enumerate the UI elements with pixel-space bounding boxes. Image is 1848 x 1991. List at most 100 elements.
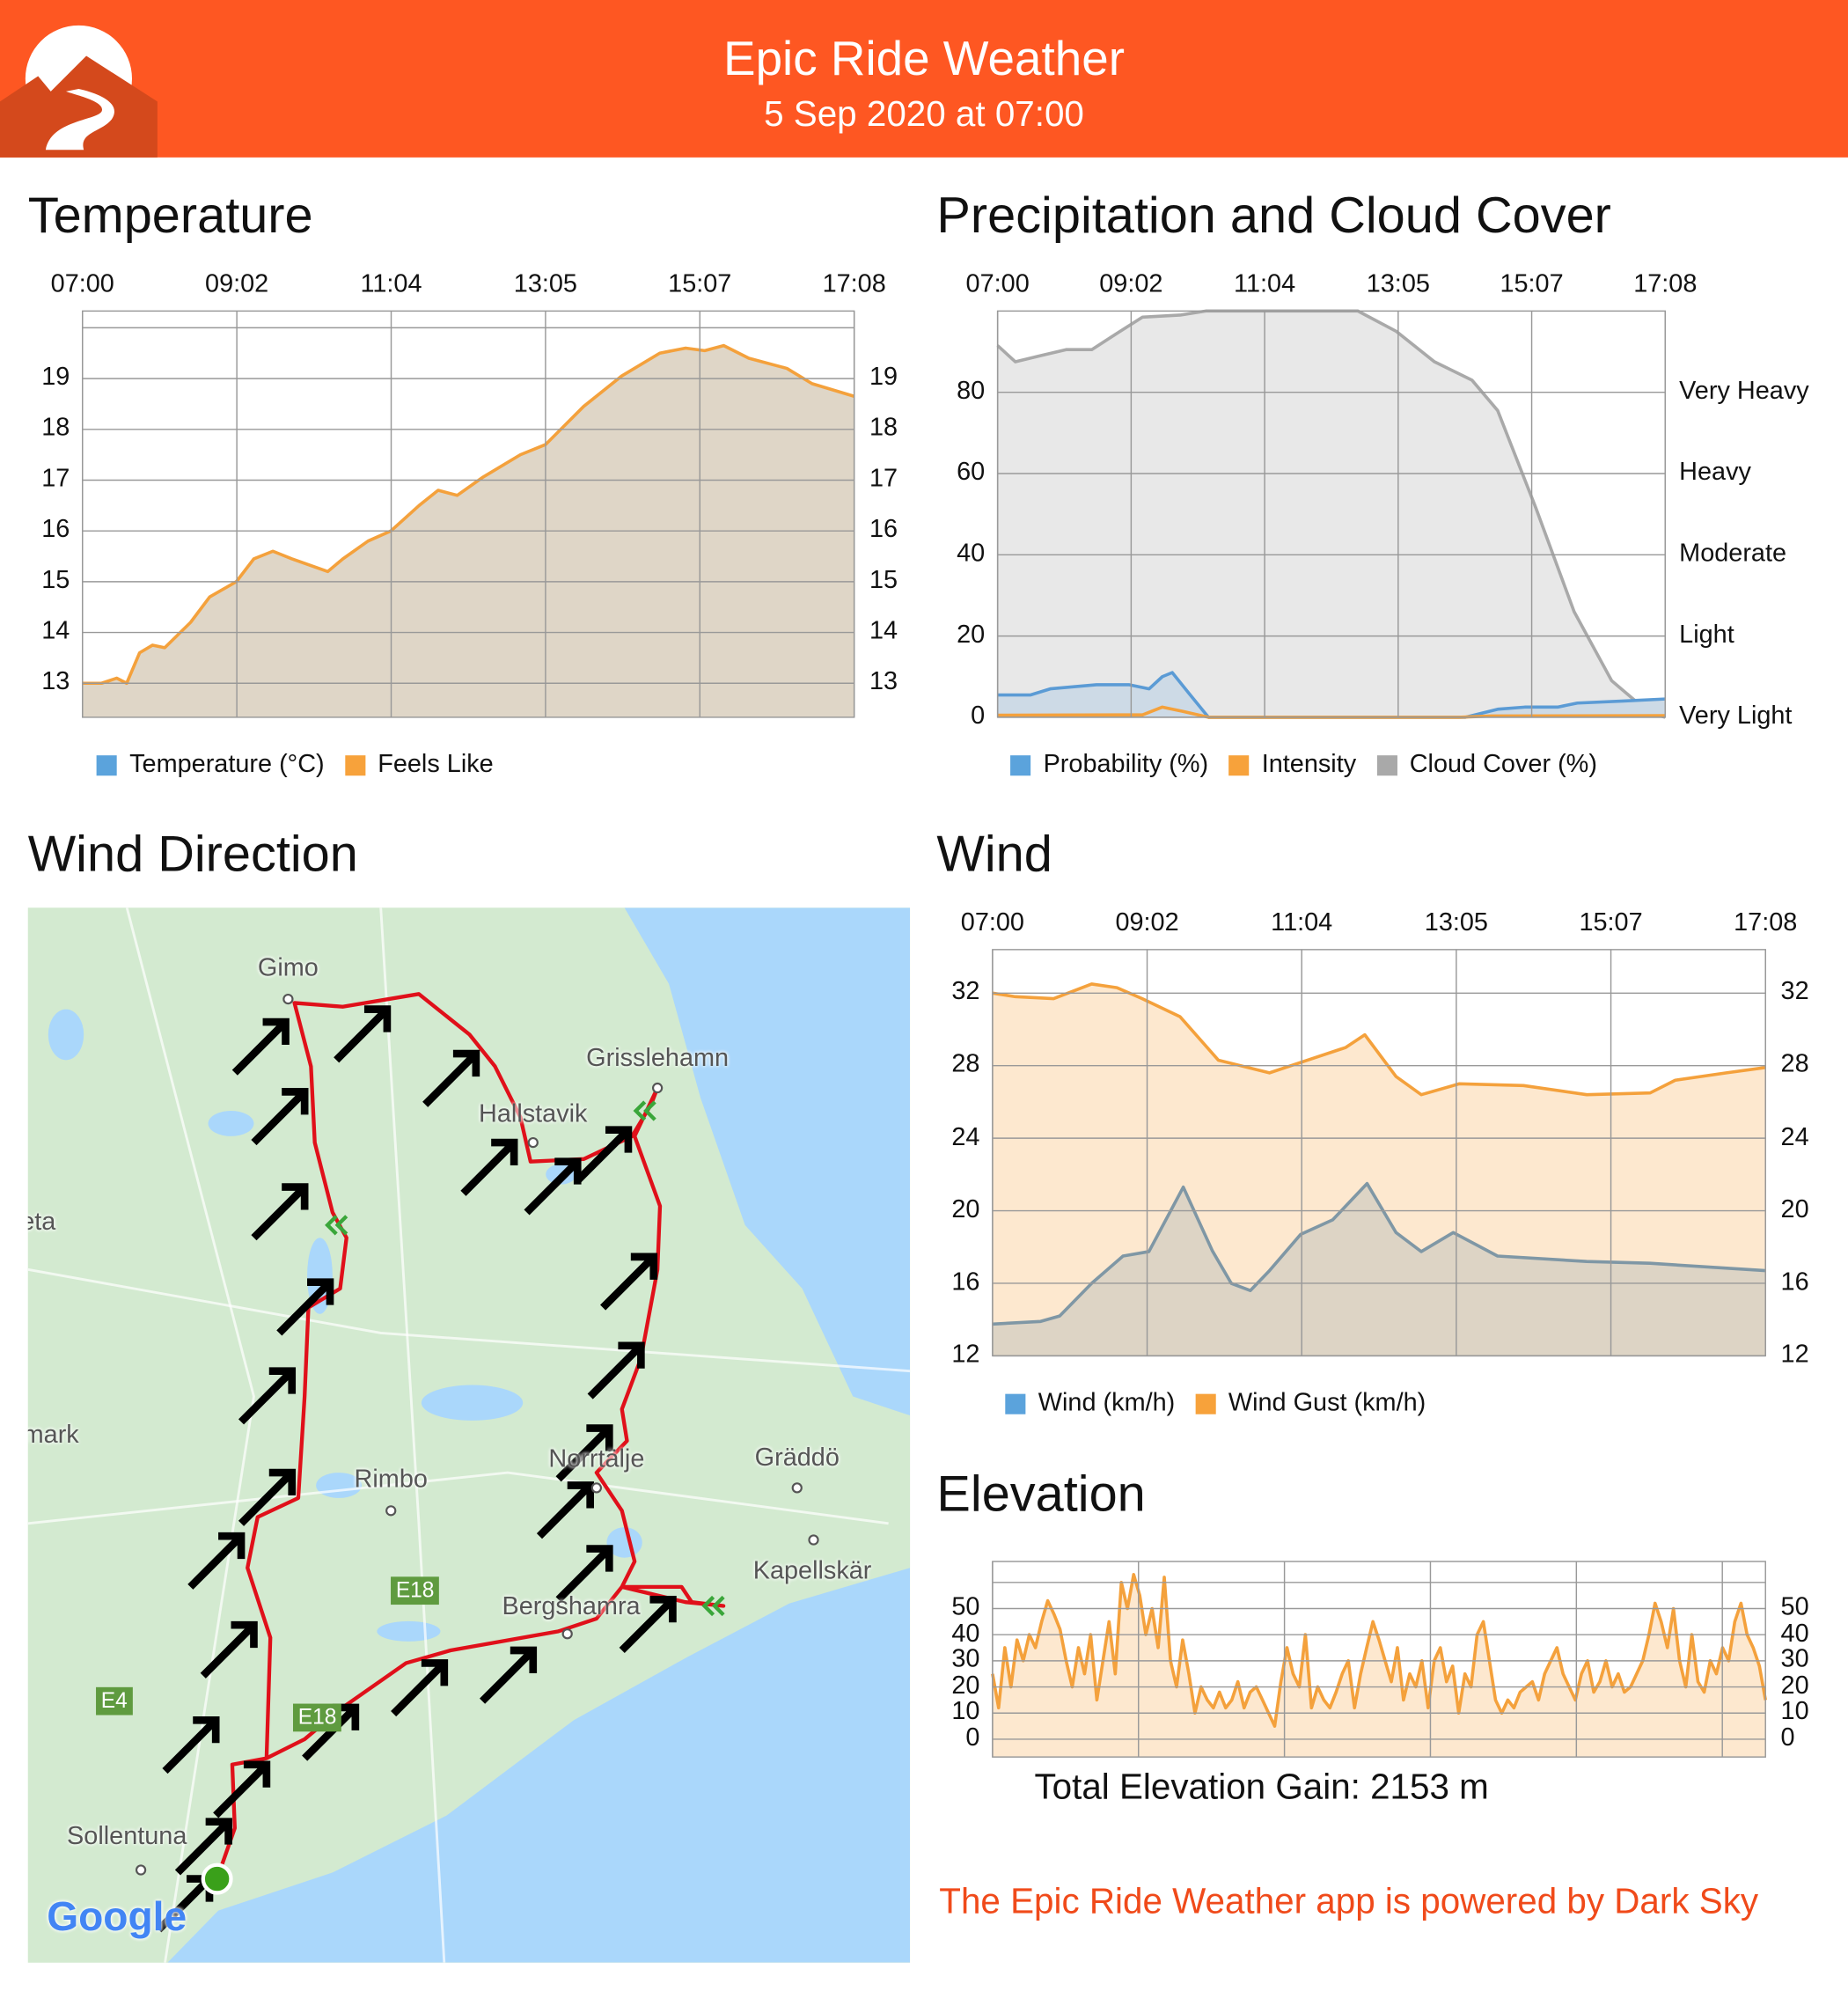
map-place-label: Rimbo [354,1466,428,1494]
y-tick-label-right: 18 [869,414,898,443]
time-label: 15:07 [1500,270,1564,298]
y-tick-label: 12 [951,1341,980,1369]
y-tick-label: 16 [41,515,70,544]
temperature-title: Temperature [27,187,313,244]
time-label: 13:05 [1366,270,1430,298]
wind-arrow-icon [391,1659,449,1717]
y-tick-label-right: 20 [1780,1195,1809,1223]
wind-arrow-icon [238,1468,297,1526]
y-tick-label: 13 [41,667,70,696]
y-tick-label: 32 [951,977,980,1006]
time-label: 13:05 [513,270,577,298]
time-label: 17:08 [1734,908,1798,937]
wind-arrow-icon [231,1018,290,1076]
y-tick-label: 18 [41,414,70,443]
legend-swatch [1010,754,1031,775]
series-line-2 [997,705,1666,719]
start-marker [201,1862,233,1895]
arrow-shape [174,1818,232,1876]
time-label: 13:05 [1424,908,1488,937]
legend-swatch [96,754,117,775]
arrow-shape [555,1545,613,1603]
y-tick-label: 40 [951,1619,980,1648]
y-tick-label: 30 [951,1645,980,1674]
legend-label: Cloud Cover (%) [1409,750,1597,779]
dark-sky-credit[interactable]: The Epic Ride Weather app is powered by … [939,1881,1759,1921]
wind-arrow-icon [251,1183,309,1241]
arrow-shape [213,1760,271,1818]
y-tick-label-right: 30 [1780,1645,1809,1674]
road-shield: E18 [391,1576,440,1605]
map-place-label: Gimo [257,953,319,982]
y-tick-label-right: 16 [869,515,898,544]
wind-chart [992,949,1766,1357]
grid [996,310,1667,718]
time-label: 11:04 [1271,908,1333,937]
grid [992,1561,1766,1758]
direction-chevron-icon [633,1100,656,1121]
arrow-shape [251,1183,309,1241]
arrow-shape [238,1367,297,1425]
town-dot [651,1082,664,1094]
y-tick-label: 14 [41,617,70,645]
arrow-shape [276,1278,334,1336]
road [27,1471,889,1525]
time-label: 07:00 [960,908,1024,937]
time-label: 07:00 [965,270,1030,298]
lake [377,1620,441,1642]
arrow-shape [162,1715,220,1774]
y-tick-label-right: 40 [1780,1619,1809,1648]
y-tick-label: 0 [965,1723,980,1752]
y-tick-label: 19 [41,363,70,392]
y-tick-label-right: 15 [869,566,898,595]
arrow-shape [460,1138,518,1196]
series-line-0 [992,982,1766,1097]
sea-area [624,907,911,1416]
time-label: 17:08 [1633,270,1698,298]
grid [992,949,1766,1357]
y-tick-label-right: 14 [869,617,898,645]
arrow-shape [555,1424,613,1482]
y-tick-label: 10 [951,1697,980,1726]
town-dot [561,1628,573,1640]
y-tick-label: 20 [957,621,986,650]
wind-arrow-icon [334,1005,392,1063]
time-label: 07:00 [50,270,114,298]
y-tick-label-right: 32 [1780,977,1809,1006]
precipitation-chart [996,309,1667,719]
time-label: 09:02 [205,270,269,298]
legend-swatch [344,754,365,775]
y-tick-label: 20 [951,1671,980,1700]
y-tick-label-right: 50 [1780,1593,1809,1621]
wind-arrow-icon [555,1545,613,1603]
time-label: 09:02 [1099,270,1163,298]
y-tick-label: 15 [41,566,70,595]
town-dot [135,1864,147,1876]
wind-legend: Wind (km/h) Wind Gust (km/h) [1005,1389,1446,1418]
y-tick-label-right: 16 [1780,1267,1809,1297]
y-tick-label: 0 [971,702,986,731]
y-tick-label-right: 24 [1780,1122,1809,1151]
grid [82,310,855,718]
wind-arrow-icon [587,1341,645,1400]
arrow-shape [334,1005,392,1063]
legend-label: Wind Gust (km/h) [1228,1388,1426,1417]
y-tick-label: 40 [957,539,986,568]
map-place-label: Grisslehamn [586,1044,730,1073]
arrow-shape [536,1481,594,1539]
y-tick-label: 20 [951,1195,980,1223]
y-tick-label: 28 [951,1050,980,1079]
arrow-shape [187,1532,246,1590]
wind-arrow-icon [276,1278,334,1336]
arrow-shape [251,1088,309,1146]
y-tick-label-right: 10 [1780,1697,1809,1726]
time-label: 17:08 [822,270,886,298]
y-tick-label-right: 28 [1780,1050,1809,1079]
wind-direction-title: Wind Direction [27,826,358,883]
map-place-label: Kapellskär [752,1556,872,1585]
wind-direction-map[interactable]: Gimo Grisslehamn Hallstavik eta mark Rimbo Nor… [27,907,911,1963]
intensity-tick-label: Very Light [1679,702,1793,731]
town-dot [282,993,294,1005]
temperature-chart [82,310,855,718]
